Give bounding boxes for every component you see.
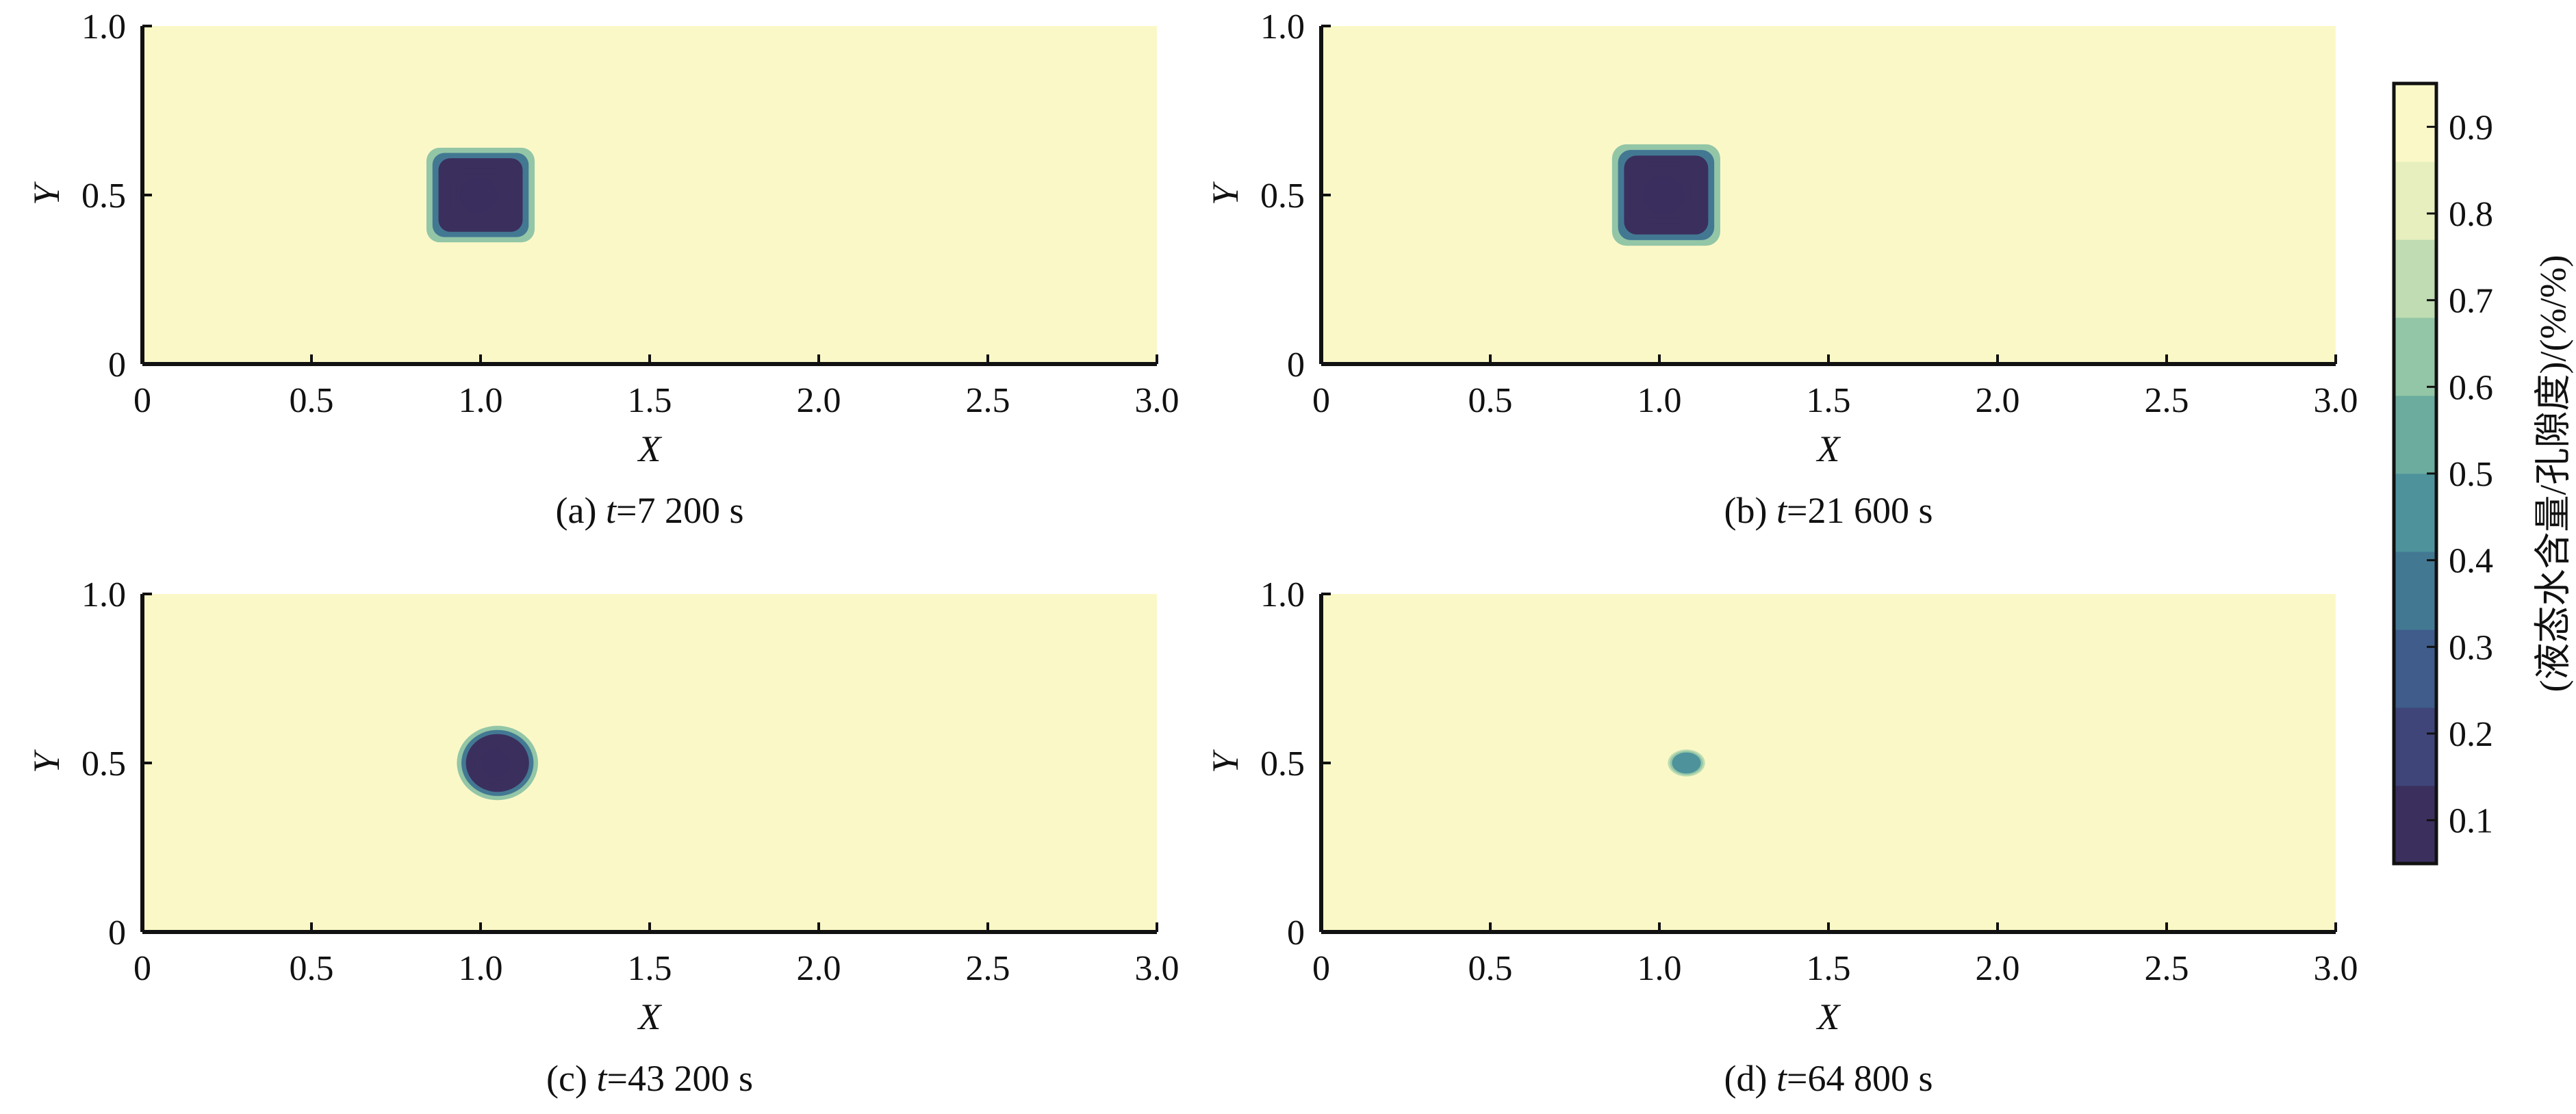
y-tick-label: 0.5 (81, 744, 126, 783)
field-background (1321, 26, 2336, 364)
x-tick-label: 0.5 (1468, 949, 1513, 988)
x-tick-label: 3.0 (2314, 381, 2358, 420)
anomaly (426, 147, 535, 243)
colorbar-segment (2394, 318, 2436, 396)
colorbar-segment (2394, 396, 2436, 474)
x-tick-label: 2.0 (1976, 381, 2020, 420)
colorbar-segment (2394, 630, 2436, 708)
contour-band (1684, 761, 1689, 765)
x-tick-label: 2.5 (2145, 381, 2189, 420)
y-axis-label: Y (26, 181, 67, 205)
field-background (142, 594, 1157, 932)
anomaly (1668, 749, 1705, 777)
x-tick-label: 1.5 (628, 949, 672, 988)
colorbar-tick-label: 0.6 (2449, 368, 2493, 407)
y-tick-label: 1.0 (1260, 575, 1305, 614)
colorbar-tick-label: 0.3 (2449, 628, 2493, 667)
colorbar-segment (2394, 474, 2436, 552)
x-axis-label: X (1816, 428, 1841, 469)
colorbar-segment (2394, 786, 2436, 864)
x-tick-label: 3.0 (1135, 949, 1179, 988)
colorbar-title: (液态水含量/孔隙度)/(%/%) (2532, 255, 2573, 692)
colorbar-tick-label: 0.9 (2449, 108, 2493, 147)
panel-b: 0 0.5 1.0 1.5 2.0 2.5 3.0 0 0.5 1.0 X Y (b) t=21 600… (1205, 8, 2358, 531)
colorbar: 0.1 0.2 0.3 0.4 0.5 0.6 0.7 0.8 0.9 (液态水含量/孔隙度)/(… (2392, 81, 2573, 866)
x-tick-label: 3.0 (2314, 949, 2358, 988)
x-tick-label: 2.0 (797, 949, 841, 988)
colorbar-segment (2394, 708, 2436, 786)
x-tick-label: 1.5 (1807, 381, 1851, 420)
y-tick-label: 0 (1287, 914, 1305, 953)
y-tick-label: 1.0 (81, 8, 126, 47)
x-tick-label: 1.0 (459, 381, 503, 420)
colorbar-tick-label: 0.1 (2449, 802, 2493, 841)
x-tick-label: 1.5 (628, 381, 672, 420)
colorbar-segment (2394, 239, 2436, 318)
x-tick-label: 2.5 (966, 949, 1010, 988)
colorbar-tick-label: 0.7 (2449, 282, 2493, 321)
x-tick-label: 2.0 (1976, 949, 2020, 988)
panel-d: 0 0.5 1.0 1.5 2.0 2.5 3.0 0 0.5 1.0 X Y (d) t=64 800… (1205, 575, 2358, 1099)
panel-c: 0 0.5 1.0 1.5 2.0 2.5 3.0 0 0.5 1.0 X Y (c) t=43 200… (26, 575, 1179, 1099)
y-tick-label: 0.5 (1260, 744, 1305, 783)
x-tick-label: 2.5 (2145, 949, 2189, 988)
colorbar-segment (2394, 83, 2436, 162)
colorbar-tick-label: 0.2 (2449, 715, 2493, 754)
contour-core (1643, 175, 1684, 215)
field-background (142, 26, 1157, 364)
colorbar-tick-label: 0.4 (2449, 542, 2493, 581)
y-axis-label: Y (26, 749, 67, 773)
anomaly (457, 725, 538, 801)
x-tick-label: 0.5 (290, 381, 334, 420)
x-axis-label: X (637, 428, 663, 469)
x-axis-label: X (637, 996, 663, 1037)
y-tick-label: 0 (108, 914, 126, 953)
anomaly (1611, 144, 1720, 246)
x-tick-label: 1.0 (459, 949, 503, 988)
y-axis-label: Y (1205, 181, 1246, 205)
colorbar-segment (2394, 552, 2436, 630)
x-tick-label: 2.5 (966, 381, 1010, 420)
panel-a: 0 0.5 1.0 1.5 2.0 2.5 3.0 0 0.5 1.0 X Y (a) t=7 200 … (26, 8, 1179, 531)
x-tick-label: 0 (1312, 949, 1330, 988)
x-axis-label: X (1816, 996, 1841, 1037)
colorbar-tick-label: 0.5 (2449, 455, 2493, 494)
field-background (1321, 594, 2336, 932)
contour-core (459, 177, 497, 213)
y-tick-label: 0.5 (1260, 177, 1305, 216)
colorbar-segment (2394, 161, 2436, 240)
x-tick-label: 0.5 (1468, 381, 1513, 420)
x-tick-label: 1.5 (1807, 949, 1851, 988)
panel-caption: (a) t=7 200 s (556, 490, 744, 531)
panels: 0 0.5 1.0 1.5 2.0 2.5 3.0 0 0.5 1.0 X Y (a) t=7 200 … (26, 8, 2358, 1099)
x-tick-label: 0 (1312, 381, 1330, 420)
x-tick-label: 0 (133, 381, 151, 420)
x-tick-label: 0 (133, 949, 151, 988)
panel-caption: (c) t=43 200 s (546, 1058, 753, 1099)
y-tick-label: 0.5 (81, 177, 126, 216)
x-tick-label: 0.5 (290, 949, 334, 988)
x-tick-label: 2.0 (797, 381, 841, 420)
y-axis-label: Y (1205, 749, 1246, 773)
panel-caption: (b) t=21 600 s (1724, 490, 1933, 531)
y-tick-label: 1.0 (81, 575, 126, 614)
x-tick-label: 1.0 (1637, 949, 1682, 988)
colorbar-tick-label: 0.8 (2449, 195, 2493, 234)
x-tick-label: 3.0 (1135, 381, 1179, 420)
y-tick-label: 0 (1287, 346, 1305, 385)
panel-caption: (d) t=64 800 s (1724, 1058, 1933, 1099)
x-tick-label: 1.0 (1637, 381, 1682, 420)
y-tick-label: 1.0 (1260, 8, 1305, 47)
y-tick-label: 0 (108, 346, 126, 385)
contour-core (481, 749, 511, 777)
